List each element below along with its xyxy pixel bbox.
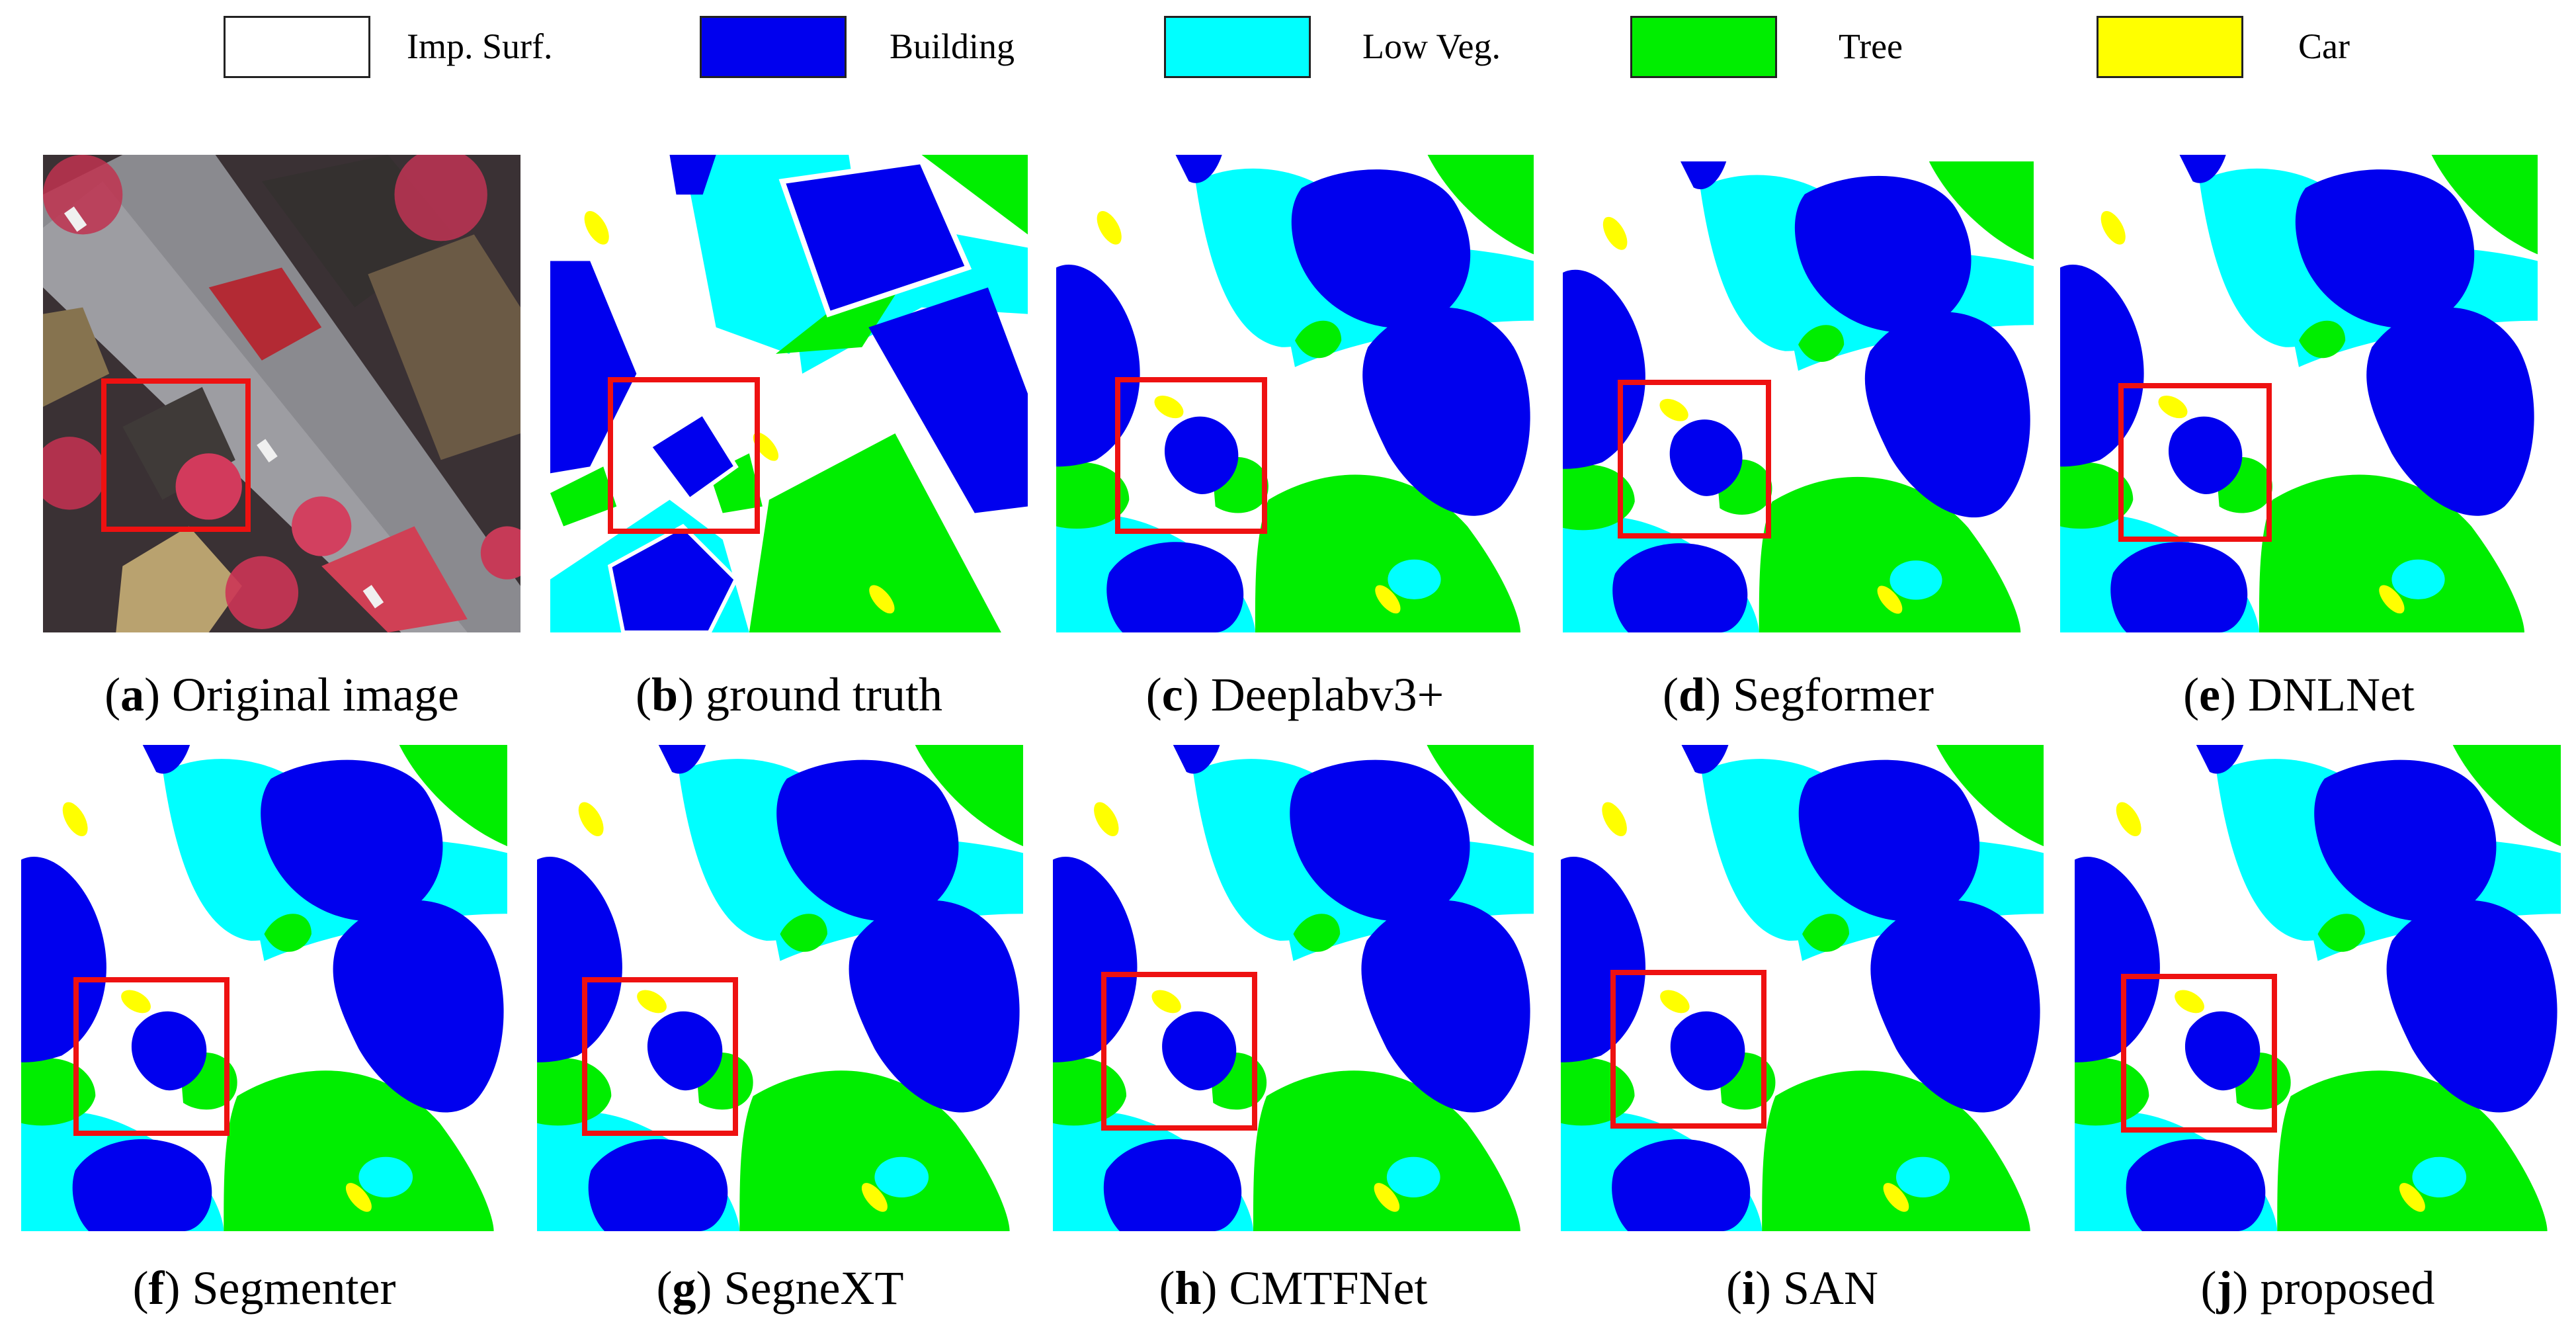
caption-e: (e) DNLNet [2183,668,2415,721]
caption-title: SegneXT [724,1262,904,1315]
legend-label-imp-surf: Imp. Surf. [407,26,553,66]
original-image-render [43,155,520,632]
highlight-box [582,977,738,1136]
legend-swatch-low-veg [1164,16,1311,78]
caption-title: Segformer [1733,668,1934,721]
caption-letter: c [1161,668,1183,721]
legend-swatch-tree [1630,16,1777,78]
caption-b: (b) ground truth [636,668,942,721]
caption-letter: h [1175,1262,1202,1315]
caption-title: proposed [2260,1262,2435,1315]
highlight-box [1115,377,1267,534]
caption-title: CMTFNet [1229,1262,1428,1315]
caption-letter: i [1741,1262,1755,1315]
legend-label-tree: Tree [1839,26,1903,66]
legend-swatch-building [700,16,847,78]
caption-letter: a [120,668,145,721]
caption-title: SAN [1782,1262,1879,1315]
caption-f: (f) Segmenter [132,1262,396,1315]
caption-d: (d) Segformer [1663,668,1934,721]
caption-title: Original image [172,668,459,721]
legend-swatch-imp-surf [224,16,370,78]
highlight-box [1618,380,1771,539]
legend-swatch-car [2097,16,2243,78]
caption-letter: e [2199,668,2221,721]
caption-title: ground truth [706,668,942,721]
caption-letter: f [148,1262,165,1315]
highlight-box [608,377,760,534]
highlight-box [73,977,229,1136]
caption-a: (a) Original image [104,668,459,721]
caption-letter: j [2216,1262,2233,1315]
caption-letter: d [1679,668,1706,721]
highlight-box [1610,970,1766,1129]
legend-label-low-veg: Low Veg. [1362,26,1501,66]
caption-letter: g [672,1262,696,1315]
caption-i: (i) SAN [1725,1262,1879,1315]
highlight-box [2118,383,2272,542]
caption-j: (j) proposed [2200,1262,2435,1315]
caption-title: Segmenter [192,1262,396,1315]
highlight-box [101,378,251,532]
highlight-box [1101,972,1257,1131]
panel-original-image [43,155,520,632]
legend-label-building: Building [890,26,1015,66]
caption-title: Deeplabv3+ [1210,668,1444,721]
caption-title: DNLNet [2248,668,2415,721]
caption-h: (h) CMTFNet [1159,1262,1428,1315]
caption-letter: b [651,668,679,721]
caption-g: (g) SegneXT [656,1262,904,1315]
highlight-box [2121,974,2277,1133]
caption-c: (c) Deeplabv3+ [1145,668,1444,721]
legend-label-car: Car [2298,26,2350,66]
